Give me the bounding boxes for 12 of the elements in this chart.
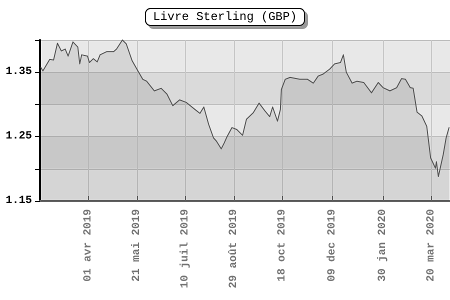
x-tick-label: 20 mar 2020 [426, 209, 438, 282]
x-tick-label: 18 oct 2019 [276, 209, 288, 282]
y-tick-label: 1.35 [6, 66, 32, 78]
x-tick-label: 01 avr 2019 [82, 209, 94, 282]
x-tick-label: 29 août 2019 [228, 209, 240, 288]
x-tick-label: 10 juil 2019 [179, 209, 192, 288]
x-tick-label: 30 jan 2020 [377, 209, 390, 282]
y-tick-label: 1.15 [6, 195, 32, 207]
y-tick-label: 1.25 [6, 130, 32, 143]
chart-title: Livre Sterling (GBP) [152, 10, 298, 24]
x-tick-label: 09 dec 2019 [326, 209, 339, 282]
x-tick-label: 21 mai 2019 [130, 209, 143, 282]
